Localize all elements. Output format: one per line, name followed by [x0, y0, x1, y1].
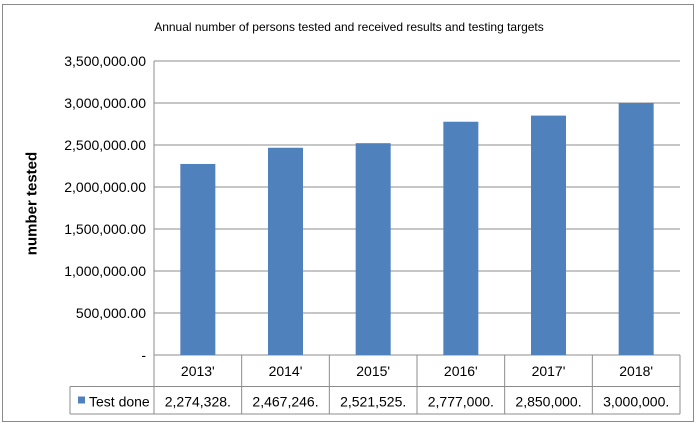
y-tick-label: 3,000,000.00 — [64, 95, 146, 111]
bar — [180, 163, 216, 355]
data-label: 2,850,000. — [515, 394, 581, 410]
legend-label: Test done — [89, 394, 150, 410]
y-tick-label: 1,000,000.00 — [64, 263, 146, 279]
y-tick-label: 500,000.00 — [76, 305, 146, 321]
data-label: 3,000,000. — [603, 394, 669, 410]
y-tick-label: 2,500,000.00 — [64, 137, 146, 153]
y-tick-label: 1,500,000.00 — [64, 221, 146, 237]
legend-swatch — [78, 396, 85, 404]
bar — [443, 121, 479, 356]
bar — [268, 147, 303, 355]
data-label: 2,777,000. — [428, 394, 494, 410]
data-label: 2,274,328. — [165, 394, 231, 410]
x-tick-label: 2018' — [619, 363, 653, 379]
chart-title: Annual number of persons tested and rece… — [154, 20, 544, 34]
data-label: 2,467,246. — [252, 394, 318, 410]
bar — [355, 143, 391, 355]
y-tick-label: 2,000,000.00 — [64, 179, 146, 195]
y-tick-label: - — [141, 347, 146, 363]
y-tick-label: 3,500,000.00 — [64, 53, 146, 69]
x-tick-label: 2016' — [444, 363, 478, 379]
bar — [531, 115, 566, 355]
x-tick-label: 2017' — [532, 363, 566, 379]
x-tick-label: 2013' — [181, 363, 215, 379]
x-tick-label: 2014' — [269, 363, 303, 379]
chart-frame — [2, 4, 694, 422]
bar — [618, 103, 654, 355]
data-label: 2,521,525. — [340, 394, 406, 410]
x-tick-label: 2015' — [356, 363, 390, 379]
